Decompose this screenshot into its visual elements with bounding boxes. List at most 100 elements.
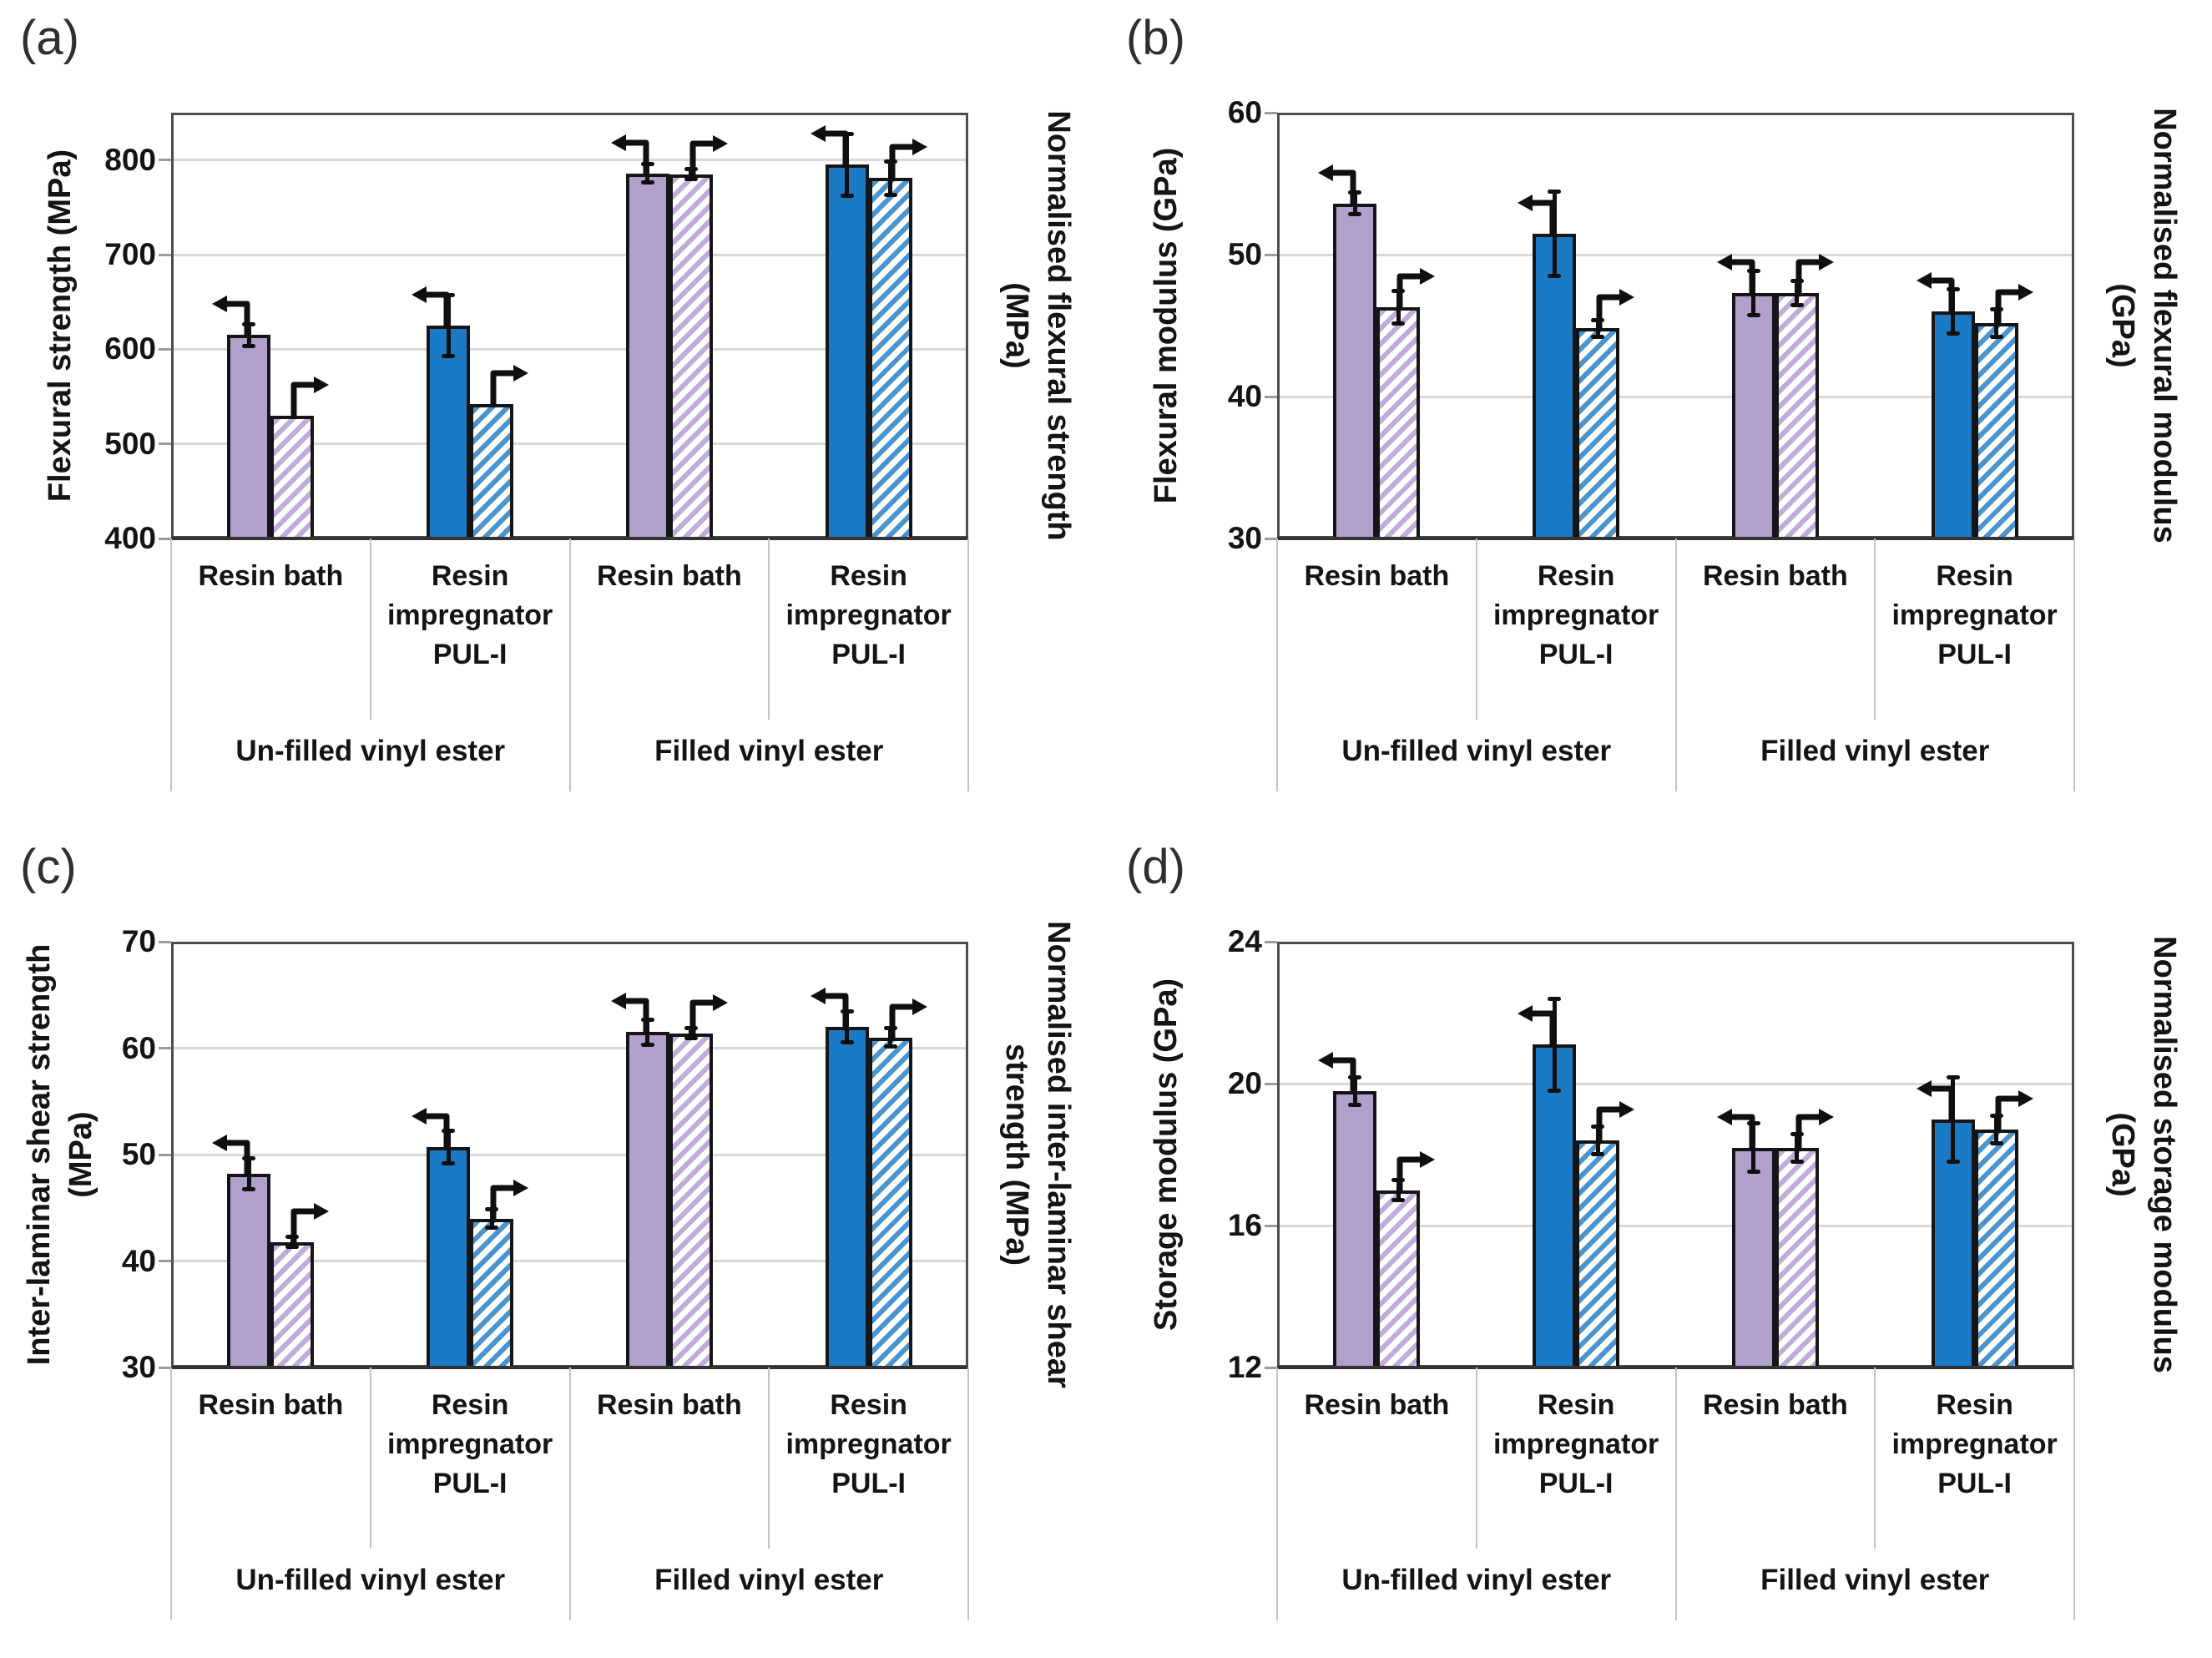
- category-separator: [1674, 538, 1677, 791]
- super-category-label: Un-filled vinyl ester: [1341, 735, 1612, 767]
- y-tick-mark: [159, 442, 171, 446]
- left-axis-arrow-icon: [1715, 249, 1767, 296]
- error-bar-cap: [1391, 321, 1406, 326]
- y-tick-label: 30: [1227, 521, 1262, 555]
- bar-solid: [1533, 233, 1577, 540]
- gridline: [1277, 395, 2074, 398]
- y-tick-label: 24: [1227, 924, 1262, 958]
- left-axis-arrow-icon: [210, 291, 262, 338]
- left-axis-arrow-icon: [1316, 1047, 1368, 1094]
- y-tick-label: 20: [1227, 1066, 1262, 1100]
- panel-d: (d) Storage modulus (GPa) Normalised sto…: [1106, 829, 2212, 1658]
- right-axis-arrow-icon: [1385, 263, 1437, 310]
- y-tick-mark: [1265, 1366, 1277, 1369]
- gridline: [171, 1047, 968, 1049]
- category-separator: [170, 1367, 172, 1620]
- gridline: [171, 442, 968, 446]
- right-axis-arrow-icon: [678, 989, 730, 1036]
- category-label: Resin impregnator PUL-I: [386, 1389, 553, 1499]
- category-separator: [1276, 1367, 1278, 1620]
- right-axis-arrow-icon: [1385, 1146, 1437, 1193]
- left-axis-arrow-icon: [1516, 190, 1568, 236]
- bar-hatched: [470, 1218, 514, 1369]
- right-axis-arrow-icon: [1784, 249, 1836, 296]
- category-separator: [967, 1367, 969, 1620]
- error-bar-cap: [285, 1244, 300, 1249]
- left-axis-arrow-icon: [1516, 1000, 1568, 1048]
- super-category-label: Filled vinyl ester: [1760, 1564, 1990, 1596]
- right-axis-arrow-icon: [478, 1175, 530, 1221]
- category-separator: [1874, 1367, 1876, 1549]
- y-tick-label: 60: [1227, 95, 1262, 129]
- y-tick-label: 40: [121, 1243, 156, 1278]
- bar-solid: [227, 1173, 271, 1369]
- error-bar-cap: [242, 1187, 256, 1192]
- gridline: [171, 347, 968, 351]
- y-tick-label: 50: [121, 1137, 156, 1171]
- category-label: Resin impregnator PUL-I: [1492, 560, 1659, 670]
- bar-hatched: [1775, 1147, 1819, 1369]
- y-tick-mark: [159, 537, 171, 540]
- left-axis-arrow-icon: [809, 120, 861, 168]
- error-bar-cap: [242, 343, 256, 348]
- left-axis-arrow-icon: [609, 129, 661, 176]
- y-tick-mark: [159, 1153, 171, 1156]
- category-separator: [768, 1367, 770, 1549]
- bar-solid: [1731, 292, 1775, 540]
- y-tick-label: 70: [121, 924, 156, 958]
- bar-hatched: [868, 178, 912, 540]
- y-tick-label: 800: [104, 142, 156, 177]
- right-axis-arrow-icon: [1584, 1096, 1636, 1143]
- right-axis-arrow-icon: [279, 372, 331, 418]
- left-axis-arrow-icon: [410, 1103, 462, 1150]
- category-separator: [1276, 538, 1278, 791]
- category-separator: [568, 538, 571, 791]
- bar-solid: [227, 335, 271, 540]
- bar-solid: [825, 164, 869, 540]
- error-bar-cap: [640, 1042, 654, 1047]
- category-label: Resin impregnator PUL-I: [785, 560, 952, 670]
- category-separator: [369, 1367, 371, 1549]
- y-tick-mark: [159, 347, 171, 351]
- y-tick-label: 50: [1227, 237, 1262, 271]
- left-axis-arrow-icon: [609, 988, 661, 1035]
- plot-area: 400 500 600 700 800 Resin bath Resin impregnat…: [0, 0, 1106, 829]
- panel-a: (a) Flexural strength (MPa) Normalised f…: [0, 0, 1106, 829]
- gridline: [1277, 253, 2074, 256]
- category-label: Resin impregnator PUL-I: [1891, 1389, 2058, 1499]
- y-tick-label: 500: [104, 426, 156, 461]
- panel-c: (c) Inter-laminar shear strength (MPa) N…: [0, 829, 1106, 1658]
- y-tick-label: 60: [121, 1030, 156, 1065]
- bar-solid: [1333, 1090, 1377, 1369]
- plot-area: 12 16 20 24 Resin bath Resin impregnator PUL-…: [1106, 829, 2212, 1658]
- error-bar-cap: [684, 177, 698, 182]
- super-category-label: Un-filled vinyl ester: [235, 1564, 506, 1596]
- error-bar-cap: [840, 1040, 854, 1045]
- left-axis-arrow-icon: [210, 1130, 262, 1176]
- y-tick-mark: [159, 159, 171, 162]
- error-bar-cap: [1548, 997, 1562, 1001]
- gridline: [171, 1153, 968, 1156]
- bar-solid: [825, 1027, 869, 1369]
- right-axis-arrow-icon: [877, 993, 929, 1040]
- plot-area: 30 40 50 60 Resin bath Resin impregnator PUL-…: [1106, 0, 2212, 829]
- bar-solid: [1533, 1044, 1577, 1369]
- category-separator: [1874, 538, 1876, 720]
- category-separator: [1674, 1367, 1677, 1620]
- category-separator: [1475, 538, 1477, 720]
- error-bar-cap: [1548, 1088, 1562, 1093]
- category-label: Resin impregnator PUL-I: [1891, 560, 2058, 670]
- category-separator: [2073, 1367, 2075, 1620]
- y-tick-mark: [159, 253, 171, 256]
- left-axis-arrow-icon: [809, 983, 861, 1029]
- gridline: [1277, 1224, 2074, 1227]
- right-axis-arrow-icon: [478, 360, 530, 407]
- category-label: Resin impregnator PUL-I: [785, 1389, 952, 1499]
- bar-solid: [625, 173, 669, 540]
- bar-solid: [1333, 203, 1377, 540]
- bar-solid: [1731, 1147, 1775, 1369]
- error-bar-cap: [442, 354, 456, 359]
- bar-hatched: [1376, 306, 1421, 540]
- error-bar-cap: [883, 1044, 897, 1049]
